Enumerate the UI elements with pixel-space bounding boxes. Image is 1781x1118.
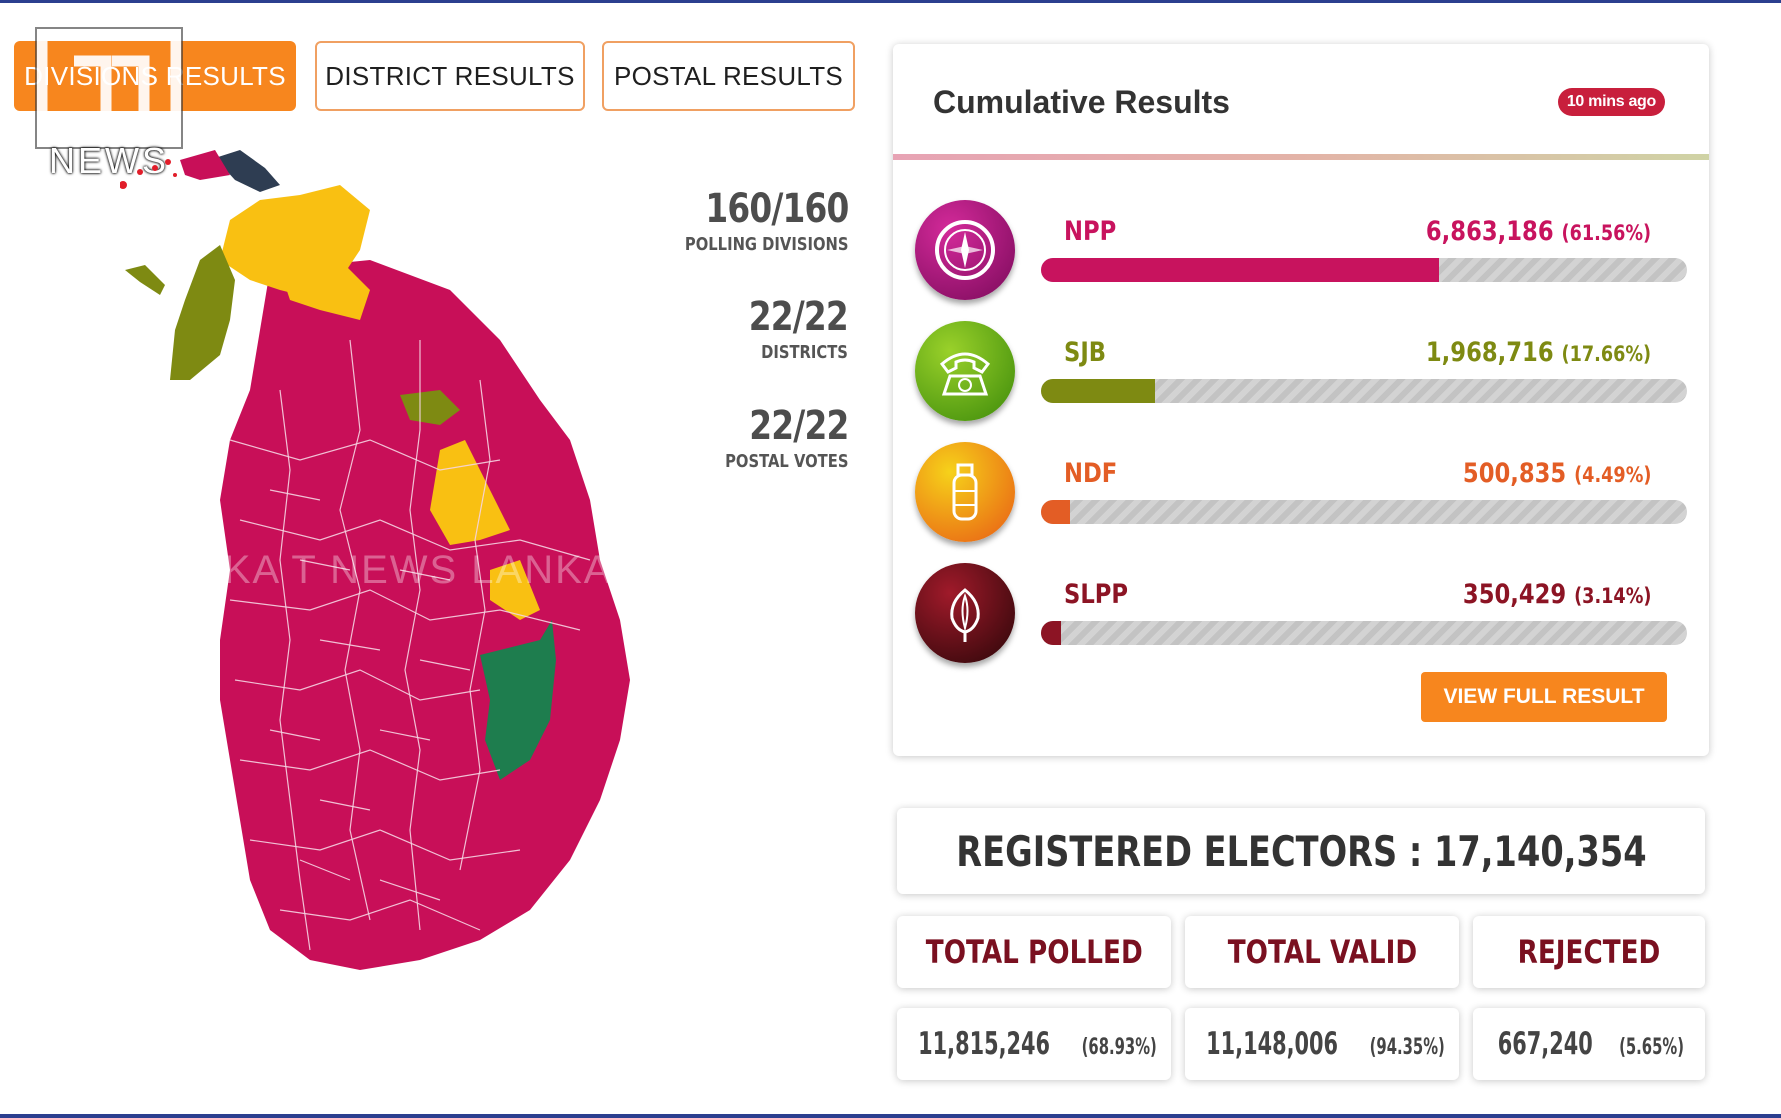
map-division-borders: [229, 339, 591, 951]
vote-share-bar: [1041, 379, 1687, 403]
total-polled-value: 11,815,246 (68.93%): [897, 1008, 1171, 1080]
view-full-result-button[interactable]: VIEW FULL RESULT: [1421, 672, 1667, 722]
stat-postal-votes-label: POSTAL VOTES: [724, 451, 848, 472]
lotus-bud-icon: [915, 563, 1015, 663]
total-valid-value: 11,148,006 (94.35%): [1185, 1008, 1459, 1080]
compass-icon: [915, 200, 1015, 300]
party-votes: 1,968,716 (17.66%): [1426, 337, 1651, 368]
value-percent: (5.65%): [1618, 1035, 1684, 1060]
vote-share-bar: [1041, 258, 1687, 282]
map-region-sjb-island: [125, 265, 165, 295]
map-region-sjb-trinco: [400, 390, 460, 425]
header-label: REJECTED: [1517, 933, 1661, 971]
party-name: NPP: [1064, 216, 1117, 247]
map-region-npp: [220, 260, 630, 970]
vote-share-bar: [1041, 621, 1687, 645]
map-watermark: LANKA T NEWS LANKA T NEWS: [140, 548, 790, 592]
tab-district-results[interactable]: DISTRICT RESULTS: [315, 41, 585, 111]
header-label: TOTAL VALID: [1227, 933, 1417, 971]
party-votes: 350,429 (3.14%): [1462, 579, 1651, 610]
party-votes: 6,863,186 (61.56%): [1426, 216, 1651, 247]
cumulative-results-title: Cumulative Results: [933, 84, 1230, 120]
vote-share-fill: [1041, 500, 1070, 524]
party-votes-count: 500,835: [1462, 458, 1566, 489]
party-votes-percent: (17.66%): [1561, 342, 1651, 366]
tab-divisions-results[interactable]: DIVISIONS RESULTS: [14, 41, 296, 111]
stat-polling-divisions-label: POLLING DIVISIONS: [684, 234, 848, 255]
card-divider: [893, 154, 1709, 160]
value-number: 11,148,006: [1205, 1026, 1338, 1062]
map-region-green: [480, 620, 556, 780]
stat-polling-divisions: 160/160 POLLING DIVISIONS: [649, 186, 849, 255]
updated-time-badge: 10 mins ago: [1557, 88, 1665, 116]
party-votes-count: 6,863,186: [1425, 216, 1554, 247]
party-votes: 500,835 (4.49%): [1462, 458, 1651, 489]
party-name: SLPP: [1064, 579, 1129, 610]
total-valid-header: TOTAL VALID: [1185, 916, 1459, 988]
map-region-ndf-east: [430, 440, 510, 545]
value-percent: (68.93%): [1081, 1035, 1157, 1060]
party-row-npp: NPP 6,863,186 (61.56%): [915, 200, 1687, 310]
map-region-sjb-mannar: [170, 245, 235, 380]
registered-electors: REGISTERED ELECTORS : 17,140,354: [897, 808, 1705, 894]
rejected-header: REJECTED: [1473, 916, 1705, 988]
party-votes-count: 350,429: [1462, 579, 1566, 610]
vote-share-fill: [1041, 258, 1439, 282]
party-votes-count: 1,968,716: [1425, 337, 1554, 368]
gas-cylinder-icon: [915, 442, 1015, 542]
sri-lanka-map: [120, 150, 630, 970]
party-row-sjb: SJB 1,968,716 (17.66%): [915, 321, 1687, 431]
news-logo-icon: [35, 27, 183, 149]
stat-postal-votes: 22/22 POSTAL VOTES: [698, 403, 849, 472]
stat-districts-label: DISTRICTS: [761, 342, 848, 363]
party-votes-percent: (4.49%): [1573, 463, 1651, 487]
stat-polling-divisions-value: 160/160: [704, 186, 849, 232]
party-votes-percent: (61.56%): [1561, 221, 1651, 245]
map-region-jaffna: [215, 150, 280, 192]
value-percent: (94.35%): [1369, 1035, 1445, 1060]
telephone-icon: [915, 321, 1015, 421]
header-label: TOTAL POLLED: [925, 933, 1143, 971]
party-row-ndf: NDF 500,835 (4.49%): [915, 442, 1687, 552]
map-region-jaffna-peninsula: [180, 150, 230, 180]
map-region-ndf-east2: [490, 560, 540, 620]
cumulative-results-card: Cumulative Results 10 mins ago NPP 6,863…: [893, 44, 1709, 756]
vote-share-fill: [1041, 621, 1062, 645]
vote-share-bar: [1041, 500, 1687, 524]
map-red-islets: [120, 159, 177, 189]
party-name: NDF: [1064, 458, 1118, 489]
registered-electors-text: REGISTERED ELECTORS : 17,140,354: [955, 826, 1647, 876]
party-votes-percent: (3.14%): [1573, 584, 1651, 608]
value-number: 11,815,246: [917, 1026, 1050, 1062]
vote-share-fill: [1041, 379, 1156, 403]
total-polled-header: TOTAL POLLED: [897, 916, 1171, 988]
value-number: 667,240: [1497, 1026, 1593, 1062]
map-region-ndf-north2: [280, 260, 370, 320]
tab-postal-results[interactable]: POSTAL RESULTS: [602, 41, 855, 111]
rejected-value: 667,240 (5.65%): [1473, 1008, 1705, 1080]
news-logo-text: NEWS: [49, 140, 169, 181]
stat-postal-votes-value: 22/22: [748, 403, 849, 449]
party-row-slpp: SLPP 350,429 (3.14%): [915, 563, 1687, 673]
stat-districts-value: 22/22: [748, 294, 849, 340]
party-name: SJB: [1064, 337, 1107, 368]
top-border: [0, 0, 1781, 3]
stat-districts: 22/22 DISTRICTS: [727, 294, 849, 363]
bottom-border: [0, 1114, 1781, 1118]
